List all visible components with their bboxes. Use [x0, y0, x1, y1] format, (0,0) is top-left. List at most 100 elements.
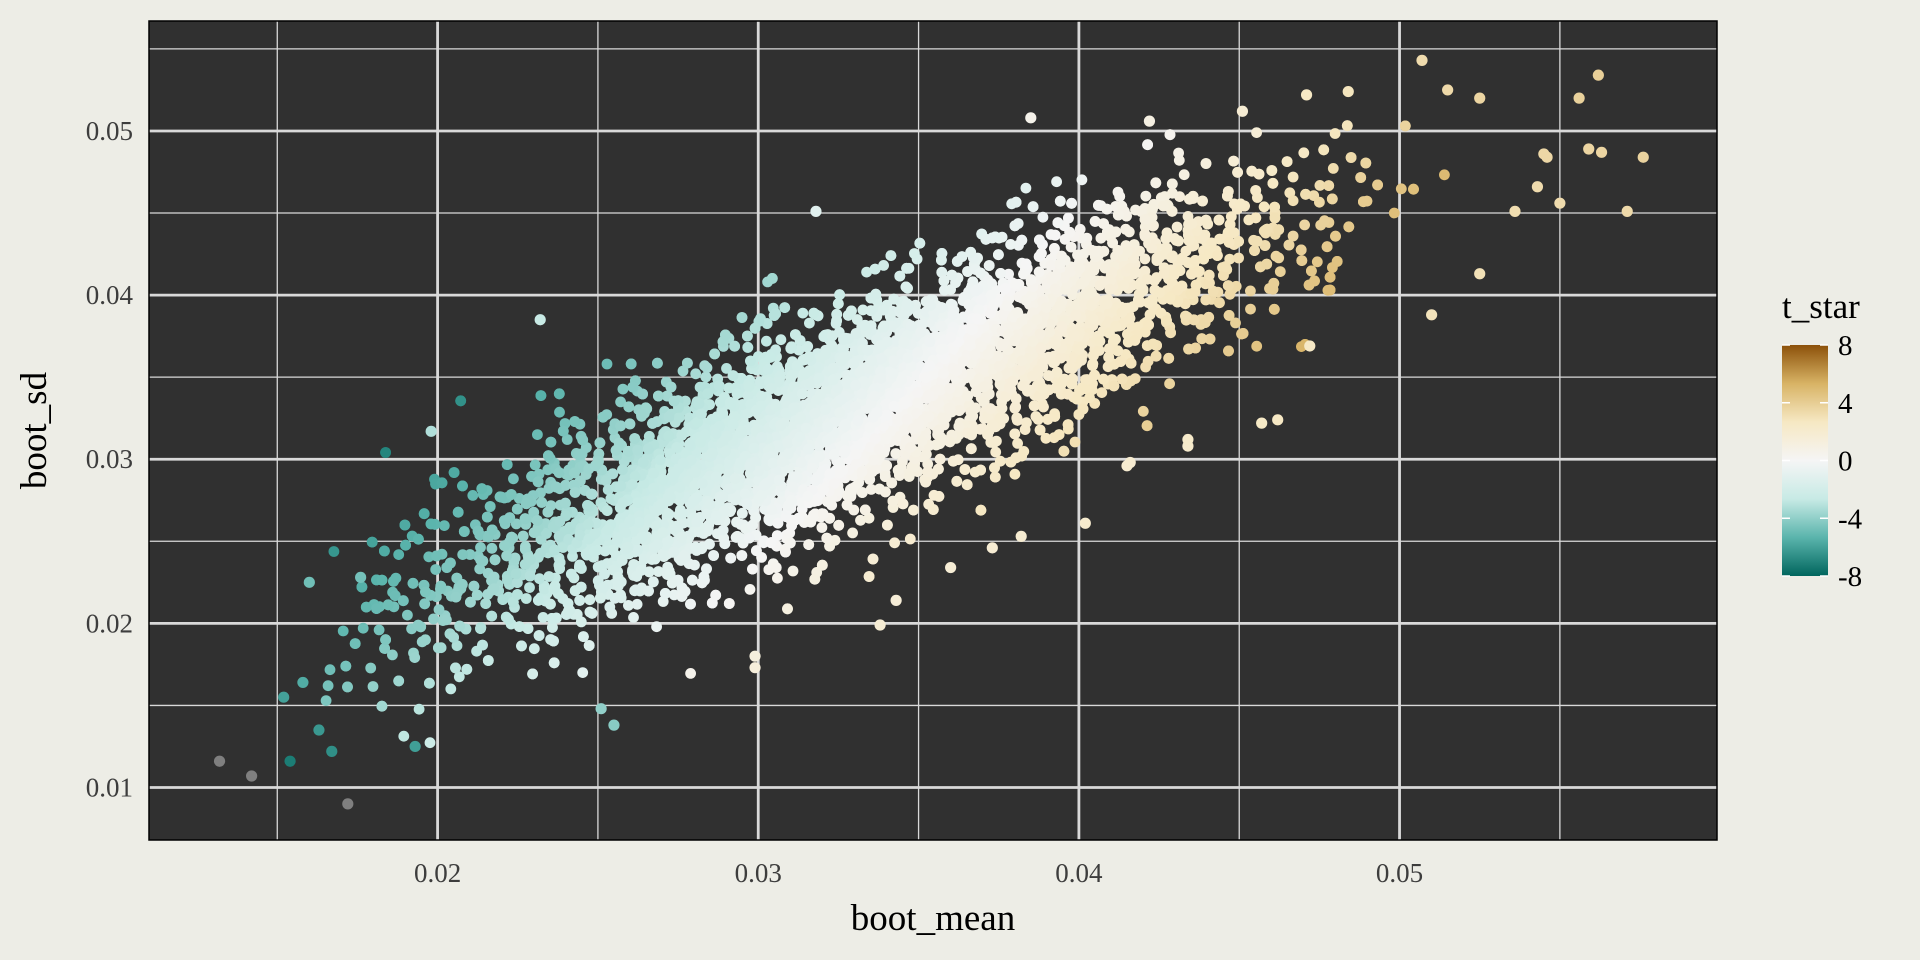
data-point: [1274, 266, 1286, 277]
data-point: [337, 625, 349, 637]
data-point: [320, 695, 332, 706]
data-point: [699, 360, 711, 372]
data-point: [1178, 169, 1190, 181]
data-point: [534, 573, 545, 585]
data-point: [457, 480, 468, 492]
data-point: [1062, 388, 1074, 400]
data-point: [1218, 270, 1229, 281]
data-point: [1139, 253, 1151, 265]
data-point: [909, 461, 920, 472]
data-point: [689, 559, 700, 571]
data-point: [554, 406, 565, 418]
data-point: [863, 571, 875, 582]
data-point: [730, 491, 742, 502]
data-point: [904, 533, 916, 545]
data-point: [922, 458, 934, 470]
data-point: [538, 583, 550, 595]
data-point: [888, 293, 900, 305]
data-point: [450, 662, 461, 674]
data-point: [1058, 445, 1070, 457]
data-point: [366, 536, 378, 548]
data-point: [988, 437, 1000, 449]
data-point: [376, 700, 388, 712]
data-point: [1005, 239, 1016, 250]
data-point: [557, 542, 569, 553]
grid-major: [149, 21, 1717, 840]
data-point: [1049, 229, 1061, 241]
data-point: [821, 532, 833, 544]
data-point: [1299, 219, 1310, 231]
data-point: [1051, 176, 1062, 188]
data-point: [804, 317, 815, 329]
data-point: [1408, 183, 1419, 195]
data-point: [657, 596, 669, 607]
data-point: [455, 395, 467, 407]
data-point: [501, 550, 513, 562]
data-point: [809, 573, 821, 585]
data-point: [389, 590, 401, 601]
data-point: [601, 505, 613, 516]
data-point: [1439, 169, 1450, 181]
data-point: [445, 683, 457, 695]
data-point: [1160, 233, 1172, 245]
data-point: [700, 371, 712, 383]
data-point: [548, 657, 560, 669]
data-point: [1245, 285, 1256, 297]
data-point: [553, 467, 565, 479]
data-point: [861, 266, 872, 278]
data-point: [561, 434, 573, 445]
data-point: [832, 298, 844, 310]
data-point: [1171, 221, 1183, 233]
data-point: [1098, 245, 1110, 257]
data-point: [1327, 163, 1339, 174]
data-point: [520, 543, 531, 555]
data-point: [1021, 417, 1032, 429]
data-point: [328, 546, 340, 557]
data-point: [1273, 252, 1285, 264]
data-point: [1137, 405, 1149, 417]
data-point: [857, 304, 869, 316]
data-point: [511, 503, 523, 515]
data-point: [543, 450, 554, 462]
data-point: [532, 429, 543, 440]
data-point: [419, 598, 431, 610]
data-point: [475, 542, 486, 553]
data-point: [1261, 258, 1273, 270]
data-point: [890, 335, 902, 347]
data-point: [914, 237, 926, 249]
data-point: [850, 328, 862, 339]
data-point: [553, 388, 565, 400]
data-point: [1259, 240, 1271, 251]
data-point: [677, 365, 689, 377]
data-point: [959, 464, 971, 475]
data-point: [990, 446, 1002, 458]
data-point: [1173, 147, 1184, 159]
data-point: [1204, 277, 1215, 289]
data-point: [467, 490, 479, 501]
data-point: [1204, 333, 1216, 345]
data-point: [436, 477, 448, 489]
data-point: [1084, 392, 1095, 404]
data-point: [342, 681, 353, 693]
data-point: [565, 568, 577, 580]
data-point: [1020, 182, 1032, 194]
data-point: [1180, 310, 1191, 322]
data-point: [387, 649, 398, 661]
data-point: [477, 639, 488, 651]
data-point: [920, 476, 932, 488]
data-point: [365, 662, 377, 674]
data-point: [855, 514, 866, 526]
data-point: [520, 593, 532, 604]
data-point: [1065, 241, 1077, 253]
data-point: [1012, 438, 1023, 449]
data-point: [1321, 241, 1333, 253]
data-point: [409, 652, 421, 663]
data-point: [652, 357, 663, 369]
data-point: [1098, 373, 1109, 385]
data-point: [601, 358, 613, 370]
data-point: [945, 284, 956, 295]
data-point: [628, 612, 639, 623]
data-point: [522, 623, 534, 634]
data-point: [517, 530, 529, 542]
data-point: [1148, 220, 1159, 231]
